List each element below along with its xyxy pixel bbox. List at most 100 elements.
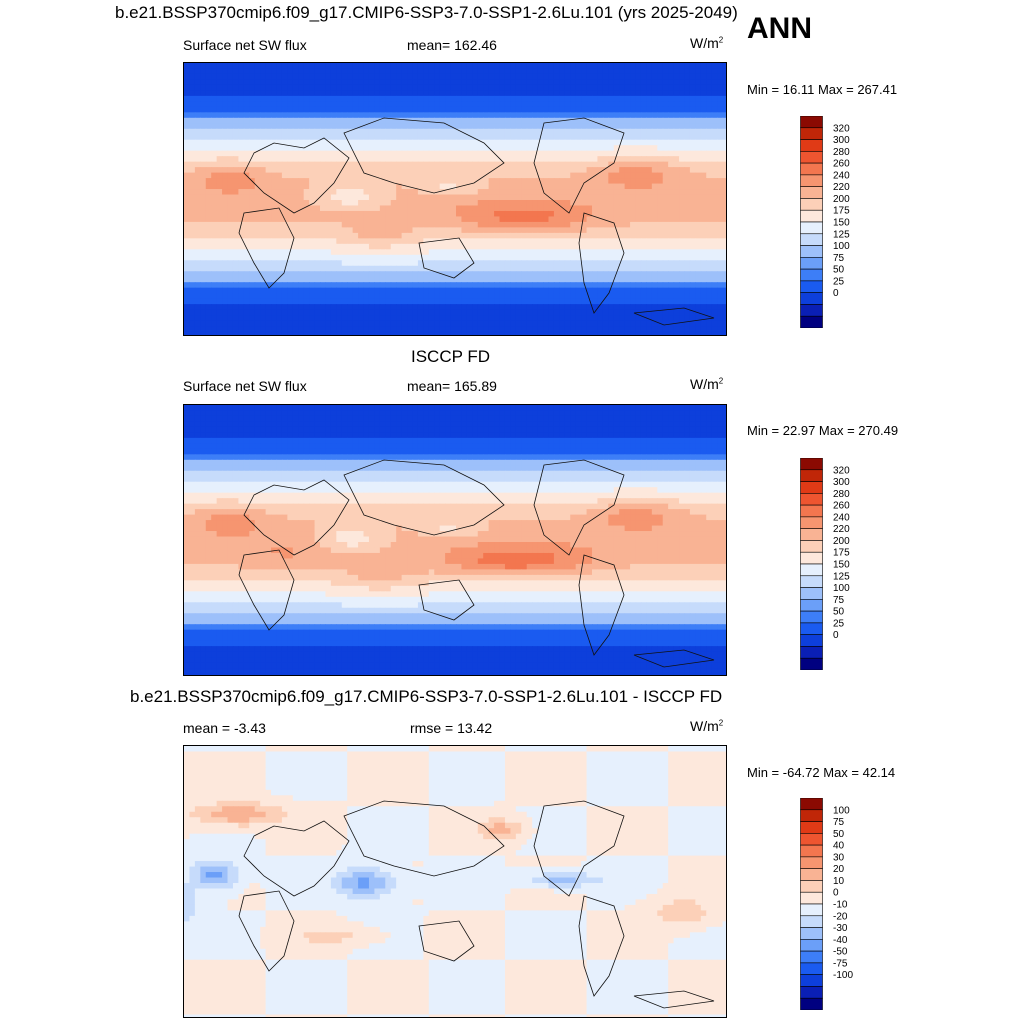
colorbar-swatch (800, 268, 823, 282)
colorbar-tick-label: 280 (833, 489, 850, 500)
coastline (243, 479, 350, 556)
colorbar-swatch (800, 221, 823, 235)
coastline (238, 207, 295, 289)
coastline (533, 117, 625, 214)
colorbar-tick-label: 20 (833, 864, 845, 875)
season-label: ANN (747, 12, 812, 45)
colorbar-tick-label: -20 (833, 911, 848, 922)
colorbar-tick-label: -30 (833, 923, 848, 934)
coastline (343, 117, 505, 194)
colorbar-swatch (800, 634, 823, 647)
colorbar-tick-label: 300 (833, 135, 850, 146)
colorbar-tick-label: 50 (833, 829, 845, 840)
colorbar-tick-label: 40 (833, 841, 845, 852)
panel1-title: b.e21.BSSP370cmip6.f09_g17.CMIP6-SSP3-7.… (115, 3, 738, 22)
colorbar-tick-label: 50 (833, 607, 845, 618)
colorbar-swatch (800, 186, 823, 199)
panel2-colorbar: 320 300 280 260 240 220 200 175 150 125 100 75 50 25 0 (800, 457, 880, 671)
colorbar-swatch (800, 162, 823, 176)
colorbar-tick-label: 260 (833, 501, 850, 512)
colorbar-swatch (800, 997, 823, 1011)
colorbar-swatch (800, 551, 823, 565)
colorbar-tick-label: 300 (833, 477, 850, 488)
colorbar-tick-label: 25 (833, 618, 845, 629)
colorbar-swatch (800, 174, 823, 187)
colorbar-swatch (800, 646, 823, 659)
colorbar-tick-label: 320 (833, 123, 850, 134)
colorbar-tick-label: 200 (833, 194, 850, 205)
panel2-map (183, 404, 727, 676)
colorbar-swatch (800, 833, 823, 846)
colorbar-tick-label: 240 (833, 512, 850, 523)
colorbar-tick-label: 175 (833, 548, 850, 559)
colorbar-tick-label: -50 (833, 947, 848, 958)
colorbar-tick-label: 100 (833, 805, 850, 816)
coastline (533, 800, 625, 897)
colorbar-tick-label: -100 (833, 970, 853, 981)
colorbar-tick-label: 125 (833, 571, 850, 582)
panel1-map (183, 62, 727, 336)
coastline (533, 459, 625, 556)
colorbar-swatch (800, 962, 823, 975)
colorbar-swatch (800, 891, 823, 905)
colorbar-swatch (800, 493, 823, 506)
colorbar-swatch (800, 986, 823, 999)
panel3-rmse-label: rmse = 13.42 (410, 720, 493, 736)
colorbar-swatch (800, 599, 823, 612)
colorbar-tick-label: 125 (833, 229, 850, 240)
colorbar-swatch (800, 127, 823, 140)
colorbar-tick-label: 220 (833, 524, 850, 535)
colorbar-swatch (800, 304, 823, 317)
colorbar-swatch (800, 209, 823, 223)
colorbar-swatch (800, 939, 823, 952)
panel3-min-max: Min = -64.72 Max = 42.14 (747, 765, 896, 780)
colorbar-swatch (800, 540, 823, 553)
colorbar-tick-label: 260 (833, 159, 850, 170)
panel1-variable-label: Surface net SW flux (183, 37, 307, 53)
coastline (578, 895, 625, 997)
colorbar-tick-label: 30 (833, 852, 845, 863)
colorbar-swatch (800, 880, 823, 893)
colorbar-tick-label: 75 (833, 253, 845, 264)
colorbar-tick-label: 175 (833, 206, 850, 217)
coastline (238, 890, 295, 972)
colorbar-tick-label: 220 (833, 182, 850, 193)
colorbar-swatch (800, 245, 823, 258)
colorbar-swatch (800, 575, 823, 588)
coastline (633, 990, 715, 1009)
colorbar-tick-label: 75 (833, 817, 845, 828)
colorbar-swatch (800, 868, 823, 881)
colorbar-tick-label: 280 (833, 147, 850, 158)
panel3-title: b.e21.BSSP370cmip6.f09_g17.CMIP6-SSP3-7.… (130, 687, 723, 706)
panel1-colorbar: 320 300 280 260 240 220 200 175 150 125 100 75 50 25 0 (800, 115, 880, 329)
coastline (343, 459, 505, 536)
colorbar-swatch (800, 563, 823, 577)
colorbar-swatch (800, 481, 823, 494)
colorbar-tick-label: 240 (833, 170, 850, 181)
coastline (243, 137, 350, 214)
panel3-colorbar: 100 75 50 40 30 20 10 0 -10 -20 -30 -40 -50 -75 -100 (800, 797, 880, 1011)
colorbar-swatch (800, 469, 823, 482)
coastline (243, 820, 350, 897)
panel2-variable-label: Surface net SW flux (183, 378, 307, 394)
colorbar-swatch (800, 927, 823, 940)
colorbar-swatch (800, 821, 823, 834)
colorbar-swatch (800, 151, 823, 164)
colorbar-swatch (800, 115, 823, 129)
colorbar-tick-label: 10 (833, 876, 845, 887)
colorbar-tick-label: 50 (833, 265, 845, 276)
colorbar-tick-label: 200 (833, 536, 850, 547)
colorbar-swatch (800, 457, 823, 471)
coastline (633, 649, 715, 668)
colorbar-tick-label: 150 (833, 218, 850, 229)
colorbar-tick-label: 25 (833, 276, 845, 287)
colorbar-swatch (800, 280, 823, 293)
coastline (578, 212, 625, 314)
colorbar-tick-label: 320 (833, 465, 850, 476)
colorbar-swatch (800, 797, 823, 811)
coastline (418, 920, 475, 962)
panel1-mean-label: mean= 162.46 (407, 37, 497, 53)
panel3-map (183, 745, 727, 1018)
colorbar-swatch (800, 950, 823, 964)
coastline (343, 800, 505, 877)
